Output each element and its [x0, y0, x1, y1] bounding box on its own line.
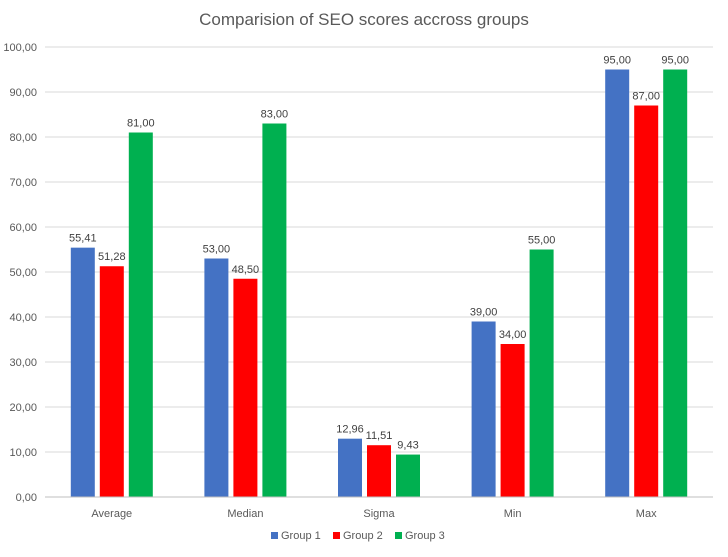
legend-label: Group 1 — [281, 530, 321, 542]
bar-max-group-1 — [605, 69, 630, 497]
bar-min-group-3 — [529, 249, 554, 497]
bar-median-group-2 — [233, 278, 258, 497]
bar-max-group-3 — [663, 69, 688, 497]
x-tick-label: Sigma — [363, 508, 395, 520]
y-axis-ticks: 0,00 10,00 20,00 30,00 40,00 50,00 60,00 70,00 8… — [3, 42, 37, 504]
bar-median-group-1 — [204, 258, 229, 497]
bar-average-group-2 — [99, 266, 124, 497]
bar-sigma-group-2 — [367, 445, 391, 497]
data-label: 81,00 — [127, 118, 155, 130]
bar-max-group-2 — [634, 105, 659, 497]
y-tick-label: 10,00 — [9, 447, 37, 459]
bars — [70, 69, 688, 497]
y-tick-label: 30,00 — [9, 357, 37, 369]
data-label: 87,00 — [632, 91, 660, 103]
data-label: 53,00 — [203, 244, 231, 256]
bar-average-group-1 — [70, 247, 95, 497]
bar-sigma-group-3 — [396, 454, 420, 497]
x-tick-label: Median — [227, 508, 263, 520]
y-tick-label: 70,00 — [9, 177, 37, 189]
data-label: 48,50 — [232, 264, 260, 276]
x-tick-label: Min — [504, 508, 522, 520]
data-label: 9,43 — [397, 440, 418, 452]
data-label: 95,00 — [603, 55, 631, 67]
legend-swatch — [333, 532, 340, 539]
legend-label: Group 3 — [405, 530, 445, 542]
x-tick-label: Average — [91, 508, 132, 520]
y-tick-label: 60,00 — [9, 222, 37, 234]
y-tick-label: 100,00 — [3, 42, 37, 54]
y-tick-label: 50,00 — [9, 267, 37, 279]
legend-label: Group 2 — [343, 530, 383, 542]
y-tick-label: 0,00 — [16, 492, 37, 504]
bar-min-group-2 — [500, 344, 525, 497]
data-label: 55,00 — [528, 235, 556, 247]
data-label: 34,00 — [499, 329, 527, 341]
legend-swatch — [395, 532, 402, 539]
bar-min-group-1 — [471, 321, 496, 497]
y-tick-label: 40,00 — [9, 312, 37, 324]
bar-average-group-3 — [128, 132, 153, 497]
data-label: 39,00 — [470, 307, 498, 319]
data-label: 95,00 — [661, 55, 689, 67]
data-label: 83,00 — [261, 109, 289, 121]
data-label: 12,96 — [336, 424, 364, 436]
legend-swatch — [271, 532, 278, 539]
x-tick-label: Max — [636, 508, 657, 520]
data-label: 51,28 — [98, 251, 126, 263]
data-label: 11,51 — [366, 430, 393, 442]
chart-title: Comparision of SEO scores accross groups — [199, 10, 529, 29]
bar-median-group-3 — [262, 123, 287, 497]
legend: Group 1 Group 2 Group 3 — [271, 530, 445, 542]
x-axis-ticks: Average Median Sigma Min Max — [91, 508, 657, 520]
grid-lines — [45, 46, 713, 453]
y-tick-label: 80,00 — [9, 132, 37, 144]
y-tick-label: 20,00 — [9, 402, 37, 414]
y-tick-label: 90,00 — [9, 87, 37, 99]
data-label: 55,41 — [69, 233, 97, 245]
bar-sigma-group-1 — [338, 438, 362, 497]
